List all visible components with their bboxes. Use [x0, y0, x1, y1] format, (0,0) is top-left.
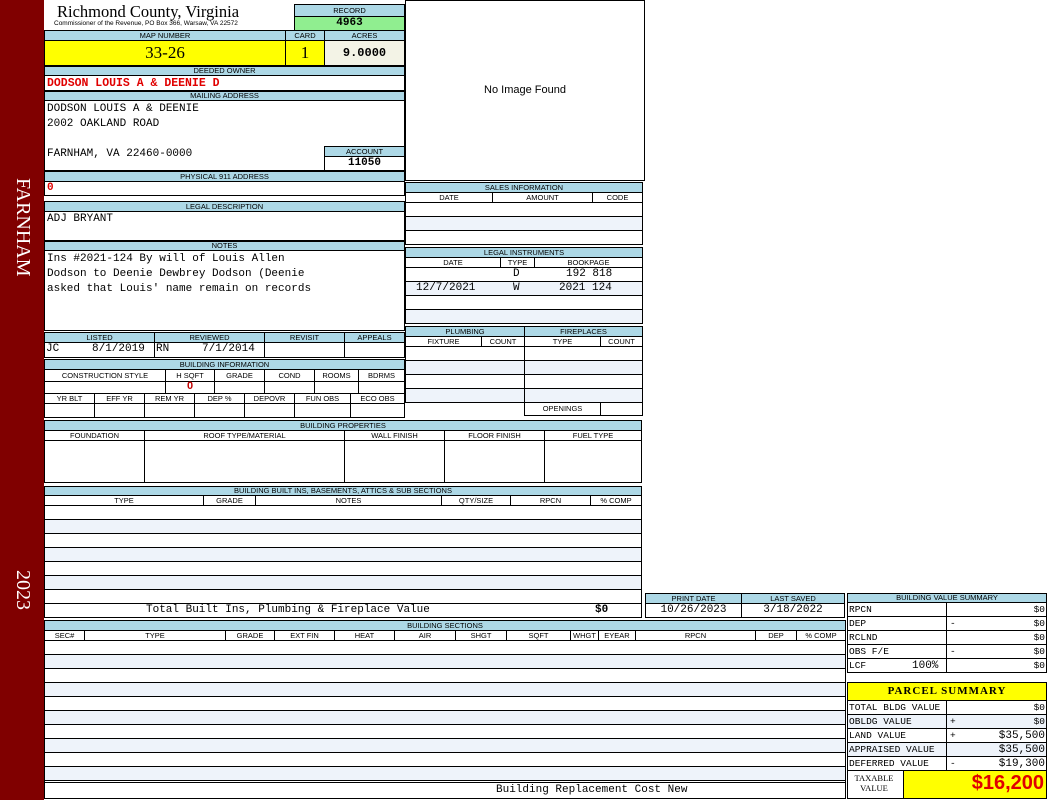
- instrument-row2-date: 12/7/2021: [416, 282, 476, 294]
- vs-obs-op: -: [950, 646, 956, 657]
- ps-land-op: +: [950, 730, 956, 741]
- notes-line2: Dodson to Deenie Dewbrey Dodson (Deenie: [47, 268, 305, 280]
- plumbing-rows: [405, 346, 525, 403]
- instruments-rows: [405, 267, 643, 324]
- ps-appraised-value: $35,500: [998, 744, 1045, 756]
- properties-values: [44, 440, 642, 483]
- vs-rclnd-label: RCLND: [849, 632, 878, 643]
- print-date-value: 10/26/2023: [645, 603, 742, 618]
- sidebar-year: 2023: [12, 570, 34, 610]
- legal-box: [44, 211, 405, 241]
- last-saved-value: 3/18/2022: [741, 603, 845, 618]
- reviewed-date: 7/1/2014: [202, 343, 255, 355]
- acres-value: 9.0000: [324, 40, 405, 66]
- vs-rpcn-value: $0: [1033, 604, 1045, 615]
- notes-line3: asked that Louis' name remain on records: [47, 283, 312, 295]
- physical-box: [44, 181, 405, 196]
- builtins-total-value: $0: [595, 604, 609, 616]
- vs-obs-value: $0: [1033, 646, 1045, 657]
- ps-appraised-label: APPRAISED VALUE: [849, 744, 935, 755]
- sections-footer: Building Replacement Cost New: [496, 784, 688, 796]
- ps-obldg-label: OBLDG VALUE: [849, 716, 912, 727]
- physical-value: 0: [47, 182, 54, 194]
- taxable-label: TAXABLE VALUE: [854, 773, 894, 793]
- ps-obldg-op: +: [950, 716, 956, 727]
- ps-total-bldg-value: $0: [1033, 702, 1045, 713]
- legal-value: ADJ BRYANT: [47, 213, 114, 225]
- ps-land-value: $35,500: [998, 730, 1045, 742]
- sales-rows: [405, 202, 643, 245]
- map-number-value: 33-26: [44, 40, 286, 66]
- builtins-total-label: Total Built Ins, Plumbing & Fireplace Va…: [146, 604, 430, 616]
- taxable-value: $16,200: [971, 772, 1044, 794]
- openings-value: [600, 402, 643, 416]
- sidebar: [0, 0, 44, 800]
- vs-lcf-pct: 100%: [912, 660, 939, 672]
- notes-box: [44, 250, 405, 331]
- mailing-line3: FARNHAM, VA 22460-0000: [47, 148, 193, 160]
- vs-dep-op: -: [950, 618, 956, 629]
- sections-footer-row: [44, 782, 846, 799]
- builtins-rows: [44, 505, 642, 604]
- card-value: 1: [285, 40, 325, 66]
- value-summary-rows: [847, 602, 1047, 673]
- property-image: [405, 0, 645, 181]
- mailing-line1: DODSON LOUIS A & DEENIE: [47, 103, 199, 115]
- vs-rpcn-label: RPCN: [849, 604, 872, 615]
- ps-total-bldg-label: TOTAL BLDG VALUE: [849, 702, 941, 713]
- county-subtitle: Commissioner of the Revenue, PO Box 366,…: [54, 20, 238, 27]
- account-value: 11050: [324, 156, 405, 171]
- vs-obs-label: OBS F/E: [849, 646, 889, 657]
- mailing-line2: 2002 OAKLAND ROAD: [47, 118, 160, 130]
- taxable-value-cell: [903, 770, 1047, 799]
- ps-deferred-value: $19,300: [998, 758, 1045, 770]
- instrument-row2-bookpage: 2021 124: [559, 282, 612, 294]
- revisit-cell: [264, 342, 345, 358]
- instrument-row1-type: D: [513, 268, 520, 280]
- listed-date: 8/1/2019: [92, 343, 145, 355]
- county-title: Richmond County, Virginia: [57, 2, 240, 21]
- vs-rclnd-value: $0: [1033, 632, 1045, 643]
- builtins-total-row: [44, 603, 642, 618]
- ps-obldg-value: $0: [1033, 716, 1045, 727]
- instrument-row2-type: W: [513, 282, 520, 294]
- owner-box: [44, 75, 405, 91]
- sections-rows: [44, 640, 846, 783]
- notes-line1: Ins #2021-124 By will of Louis Allen: [47, 253, 285, 265]
- vs-lcf-label: LCF: [849, 660, 867, 671]
- openings-label: OPENINGS: [524, 402, 601, 416]
- instrument-row1-bookpage: 192 818: [566, 268, 613, 280]
- ps-land-label: LAND VALUE: [849, 730, 907, 741]
- record-value: 4963: [294, 16, 405, 31]
- parcel-rows: [847, 700, 1047, 771]
- reviewed-by: RN: [156, 343, 170, 355]
- vs-dep-value: $0: [1033, 618, 1045, 629]
- building-info-values-2: [44, 403, 405, 418]
- no-image-text: No Image Found: [484, 84, 566, 96]
- appeals-cell: [344, 342, 405, 358]
- listed-by: JC: [46, 343, 60, 355]
- sidebar-town: FARNHAM: [12, 178, 34, 277]
- hsqft-value: 0: [186, 380, 194, 392]
- vs-lcf-value: $0: [1033, 660, 1045, 671]
- vs-dep-label: DEP: [849, 618, 867, 629]
- ps-deferred-label: DEFERRED VALUE: [849, 758, 929, 769]
- owner-value: DODSON LOUIS A & DEENIE D: [47, 77, 220, 90]
- fireplaces-rows: [524, 346, 643, 403]
- parcel-summary-label: PARCEL SUMMARY: [847, 682, 1047, 701]
- ps-deferred-op: -: [950, 758, 956, 769]
